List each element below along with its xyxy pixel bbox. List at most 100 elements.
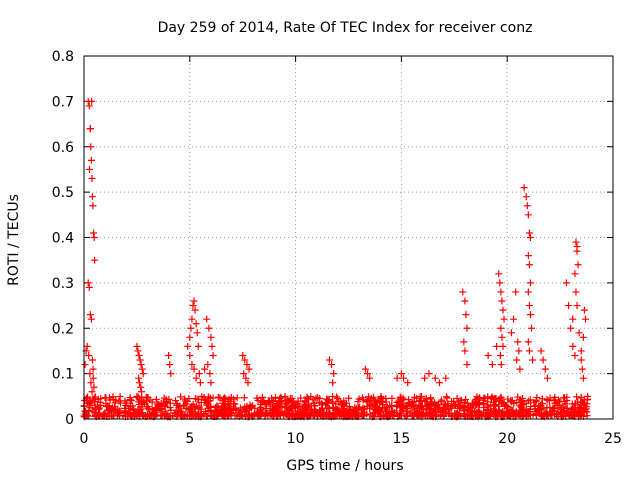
baseline-point: [504, 411, 512, 419]
data-point: [524, 211, 532, 219]
baseline-point: [354, 404, 362, 412]
baseline-point: [518, 394, 526, 402]
baseline-point: [268, 410, 276, 418]
baseline-point: [271, 403, 279, 411]
data-point: [188, 315, 196, 323]
data-point: [135, 351, 143, 359]
baseline-point: [541, 410, 549, 418]
x-tick-label: 25: [604, 431, 622, 447]
baseline-point: [311, 402, 319, 410]
data-point: [462, 311, 470, 319]
data-point: [493, 342, 501, 350]
y-tick-label: 0.6: [52, 140, 74, 156]
baseline-point: [96, 398, 104, 406]
baseline-point: [221, 404, 229, 412]
y-tick-label: 0.4: [52, 231, 74, 247]
baseline-point: [581, 406, 589, 414]
data-point: [580, 306, 588, 314]
y-tick-label: 0.1: [52, 367, 74, 383]
baseline-point: [551, 396, 559, 404]
baseline-point: [317, 411, 325, 419]
baseline-point: [436, 412, 444, 420]
baseline-point: [468, 408, 476, 416]
baseline-point: [405, 396, 413, 404]
data-point: [579, 333, 587, 341]
data-point: [136, 356, 144, 364]
baseline-point: [144, 405, 152, 413]
baseline-point: [187, 403, 195, 411]
data-point: [526, 279, 534, 287]
baseline-point: [408, 398, 416, 406]
baseline-point: [333, 405, 341, 413]
data-point: [186, 333, 194, 341]
baseline-point: [84, 393, 92, 401]
baseline-point: [231, 400, 239, 408]
data-point: [87, 156, 95, 164]
data-point: [87, 143, 95, 151]
baseline-point: [425, 403, 433, 411]
baseline-point: [116, 392, 124, 400]
baseline-point: [177, 393, 185, 401]
baseline-point: [550, 405, 558, 413]
baseline-point: [272, 412, 280, 420]
data-point: [207, 379, 215, 387]
baseline-point: [499, 399, 507, 407]
data-point: [497, 361, 505, 369]
data-point: [330, 370, 338, 378]
data-point: [499, 306, 507, 314]
baseline-point: [324, 396, 332, 404]
data-point: [88, 175, 96, 183]
baseline-point: [401, 412, 409, 420]
baseline-point: [352, 411, 360, 419]
data-point: [86, 165, 94, 173]
baseline-point: [117, 399, 125, 407]
data-point: [421, 374, 429, 382]
baseline-point: [565, 410, 573, 418]
data-point: [85, 351, 93, 359]
baseline-point: [390, 412, 398, 420]
data-point: [569, 342, 577, 350]
data-point: [495, 270, 503, 278]
y-axis-label: ROTI / TECUs: [6, 194, 22, 286]
data-point: [325, 356, 333, 364]
data-point: [138, 365, 146, 373]
data-point: [525, 347, 533, 355]
baseline-point: [91, 409, 99, 417]
data-point: [498, 297, 506, 305]
baseline-point: [262, 405, 270, 413]
baseline-point: [475, 395, 483, 403]
data-point: [245, 365, 253, 373]
data-point: [85, 283, 93, 291]
baseline-point: [148, 398, 156, 406]
baseline-point: [524, 397, 532, 405]
baseline-point: [377, 392, 385, 400]
baseline-point: [393, 403, 401, 411]
data-point: [201, 365, 209, 373]
baseline-point: [397, 401, 405, 409]
data-point: [86, 311, 94, 319]
baseline-point: [388, 401, 396, 409]
data-point: [572, 288, 580, 296]
data-point: [195, 370, 203, 378]
baseline-point: [232, 406, 240, 414]
data-point: [572, 238, 580, 246]
data-point: [393, 374, 401, 382]
data-point: [404, 379, 412, 387]
data-point: [137, 361, 145, 369]
baseline-point: [155, 401, 163, 409]
baseline-point: [426, 411, 434, 419]
data-point: [203, 315, 211, 323]
baseline-point: [577, 404, 585, 412]
data-points: [80, 97, 592, 421]
baseline-point: [536, 402, 544, 410]
data-point: [515, 347, 523, 355]
baseline-point: [263, 400, 271, 408]
baseline-point: [570, 406, 578, 414]
baseline-point: [153, 408, 161, 416]
data-point: [573, 247, 581, 255]
data-point: [513, 356, 521, 364]
data-point: [190, 365, 198, 373]
baseline-point: [462, 395, 470, 403]
baseline-point: [123, 399, 131, 407]
baseline-point: [413, 394, 421, 402]
